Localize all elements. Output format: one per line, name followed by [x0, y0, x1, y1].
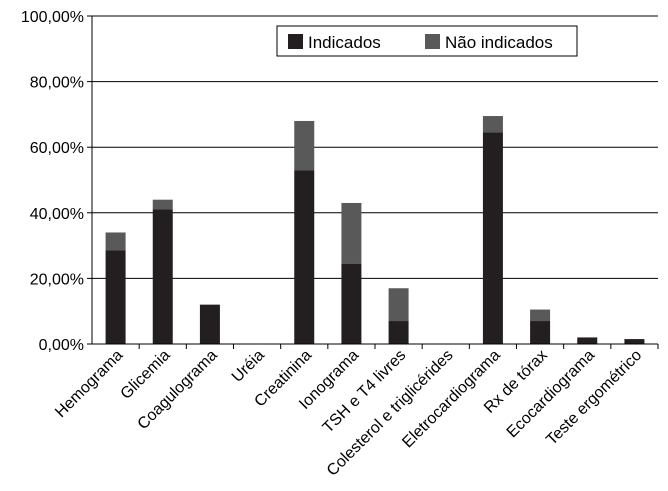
bars — [105, 116, 645, 344]
bar-indicados — [105, 250, 126, 344]
bar-indicados — [530, 321, 551, 344]
legend: Indicados Não indicados — [276, 25, 578, 57]
bar-indicados — [482, 132, 503, 344]
bar-indicados — [152, 209, 173, 344]
bar-nao-indicados — [482, 116, 503, 133]
x-tick-label: TSH e T4 livres — [320, 347, 410, 437]
bar-nao-indicados — [530, 309, 551, 322]
bar-nao-indicados — [105, 232, 126, 251]
y-axis-ticks: 0,00% 20,00% 40,00% 60,00% 80,00% 100,00% — [21, 9, 92, 354]
bar-nao-indicados — [152, 199, 173, 210]
y-tick-label: 20,00% — [30, 271, 84, 288]
y-tick-label: 100,00% — [21, 9, 84, 26]
bar-indicados — [624, 339, 645, 344]
y-tick-label: 0,00% — [39, 337, 84, 354]
bar-indicados — [294, 170, 315, 344]
legend-label-nao-indicados: Não indicados — [445, 33, 553, 52]
x-tick-label: Uréia — [229, 347, 268, 386]
x-tick-label: Hemograma — [52, 347, 126, 421]
y-tick-label: 60,00% — [30, 140, 84, 157]
bar-nao-indicados — [341, 202, 362, 264]
legend-swatch-indicados — [288, 34, 303, 49]
legend-label-indicados: Indicados — [308, 33, 381, 52]
bar-indicados — [199, 304, 220, 344]
bar-indicados — [577, 337, 598, 344]
legend-swatch-nao-indicados — [425, 34, 440, 49]
gridlines — [92, 15, 658, 279]
bar-nao-indicados — [294, 120, 315, 171]
bar-nao-indicados — [388, 288, 409, 322]
y-tick-label: 80,00% — [30, 75, 84, 92]
y-tick-label: 40,00% — [30, 206, 84, 223]
bar-indicados — [388, 321, 409, 344]
bar-indicados — [341, 263, 362, 344]
x-tick-label: Ecocardiograma — [504, 347, 598, 441]
